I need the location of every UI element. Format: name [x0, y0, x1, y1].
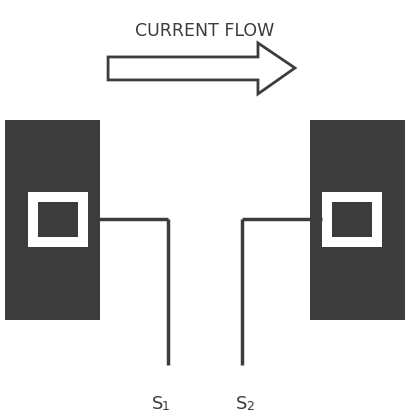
- Text: S: S: [152, 395, 163, 413]
- Bar: [309, 120, 404, 320]
- Bar: [28, 192, 88, 247]
- Text: 1: 1: [162, 400, 169, 413]
- Bar: [38, 202, 78, 237]
- Text: 2: 2: [245, 400, 253, 413]
- Bar: [331, 202, 371, 237]
- Text: CURRENT FLOW: CURRENT FLOW: [135, 22, 274, 40]
- Polygon shape: [108, 43, 294, 94]
- Bar: [321, 192, 381, 247]
- Bar: [5, 120, 100, 320]
- Text: S: S: [236, 395, 247, 413]
